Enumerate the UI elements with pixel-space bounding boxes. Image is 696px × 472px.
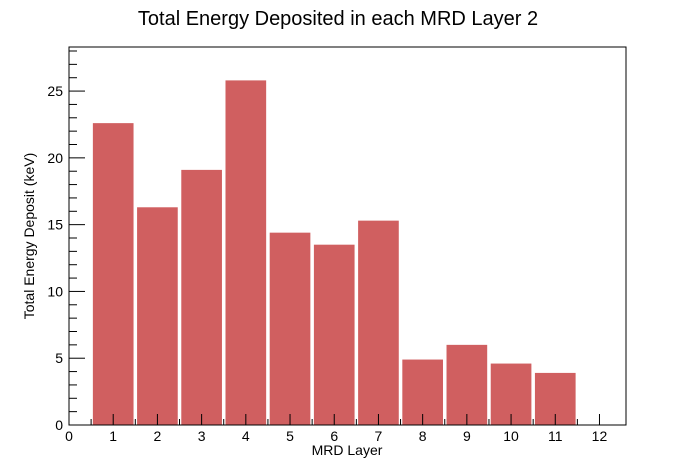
x-axis-label: MRD Layer — [312, 442, 383, 458]
bar-layer-4 — [225, 80, 267, 426]
x-tick-label: 12 — [592, 428, 608, 444]
bar-layer-6 — [313, 244, 355, 425]
x-tick-label: 9 — [463, 428, 471, 444]
bar-layer-7 — [358, 220, 399, 425]
x-tick-label: 3 — [198, 428, 206, 444]
y-axis-label: Total Energy Deposit (keV) — [21, 153, 37, 320]
y-tick-label: 15 — [47, 217, 63, 233]
x-tick-label: 0 — [65, 428, 73, 444]
x-tick-label: 5 — [286, 428, 294, 444]
x-tick-label: 2 — [154, 428, 162, 444]
x-tick-label: 10 — [503, 428, 519, 444]
bar-layer-3 — [181, 169, 222, 425]
y-tick-label: 25 — [47, 83, 63, 99]
y-tick-label: 5 — [55, 350, 63, 366]
plot-frame — [68, 46, 627, 426]
bar-layer-1 — [92, 123, 134, 425]
x-tick-label: 1 — [109, 428, 117, 444]
y-axis-ticks: 0 5 10 15 20 25 — [47, 50, 85, 433]
bar-layer-5 — [269, 232, 311, 425]
x-tick-label: 11 — [548, 428, 563, 444]
x-tick-label: 7 — [375, 428, 383, 444]
chart-title: Total Energy Deposited in each MRD Layer… — [138, 8, 538, 30]
y-tick-label: 0 — [55, 417, 63, 433]
bar-layer-2 — [137, 207, 178, 425]
x-tick-label: 4 — [242, 428, 250, 444]
y-tick-label: 10 — [47, 283, 63, 299]
x-tick-label: 8 — [419, 428, 427, 444]
x-axis-ticks: 0 1 2 3 4 5 6 7 8 9 10 11 12 — [65, 414, 607, 444]
bars — [92, 80, 576, 426]
y-tick-label: 20 — [47, 150, 63, 166]
bar-layer-9 — [446, 344, 488, 425]
x-tick-label: 6 — [330, 428, 338, 444]
